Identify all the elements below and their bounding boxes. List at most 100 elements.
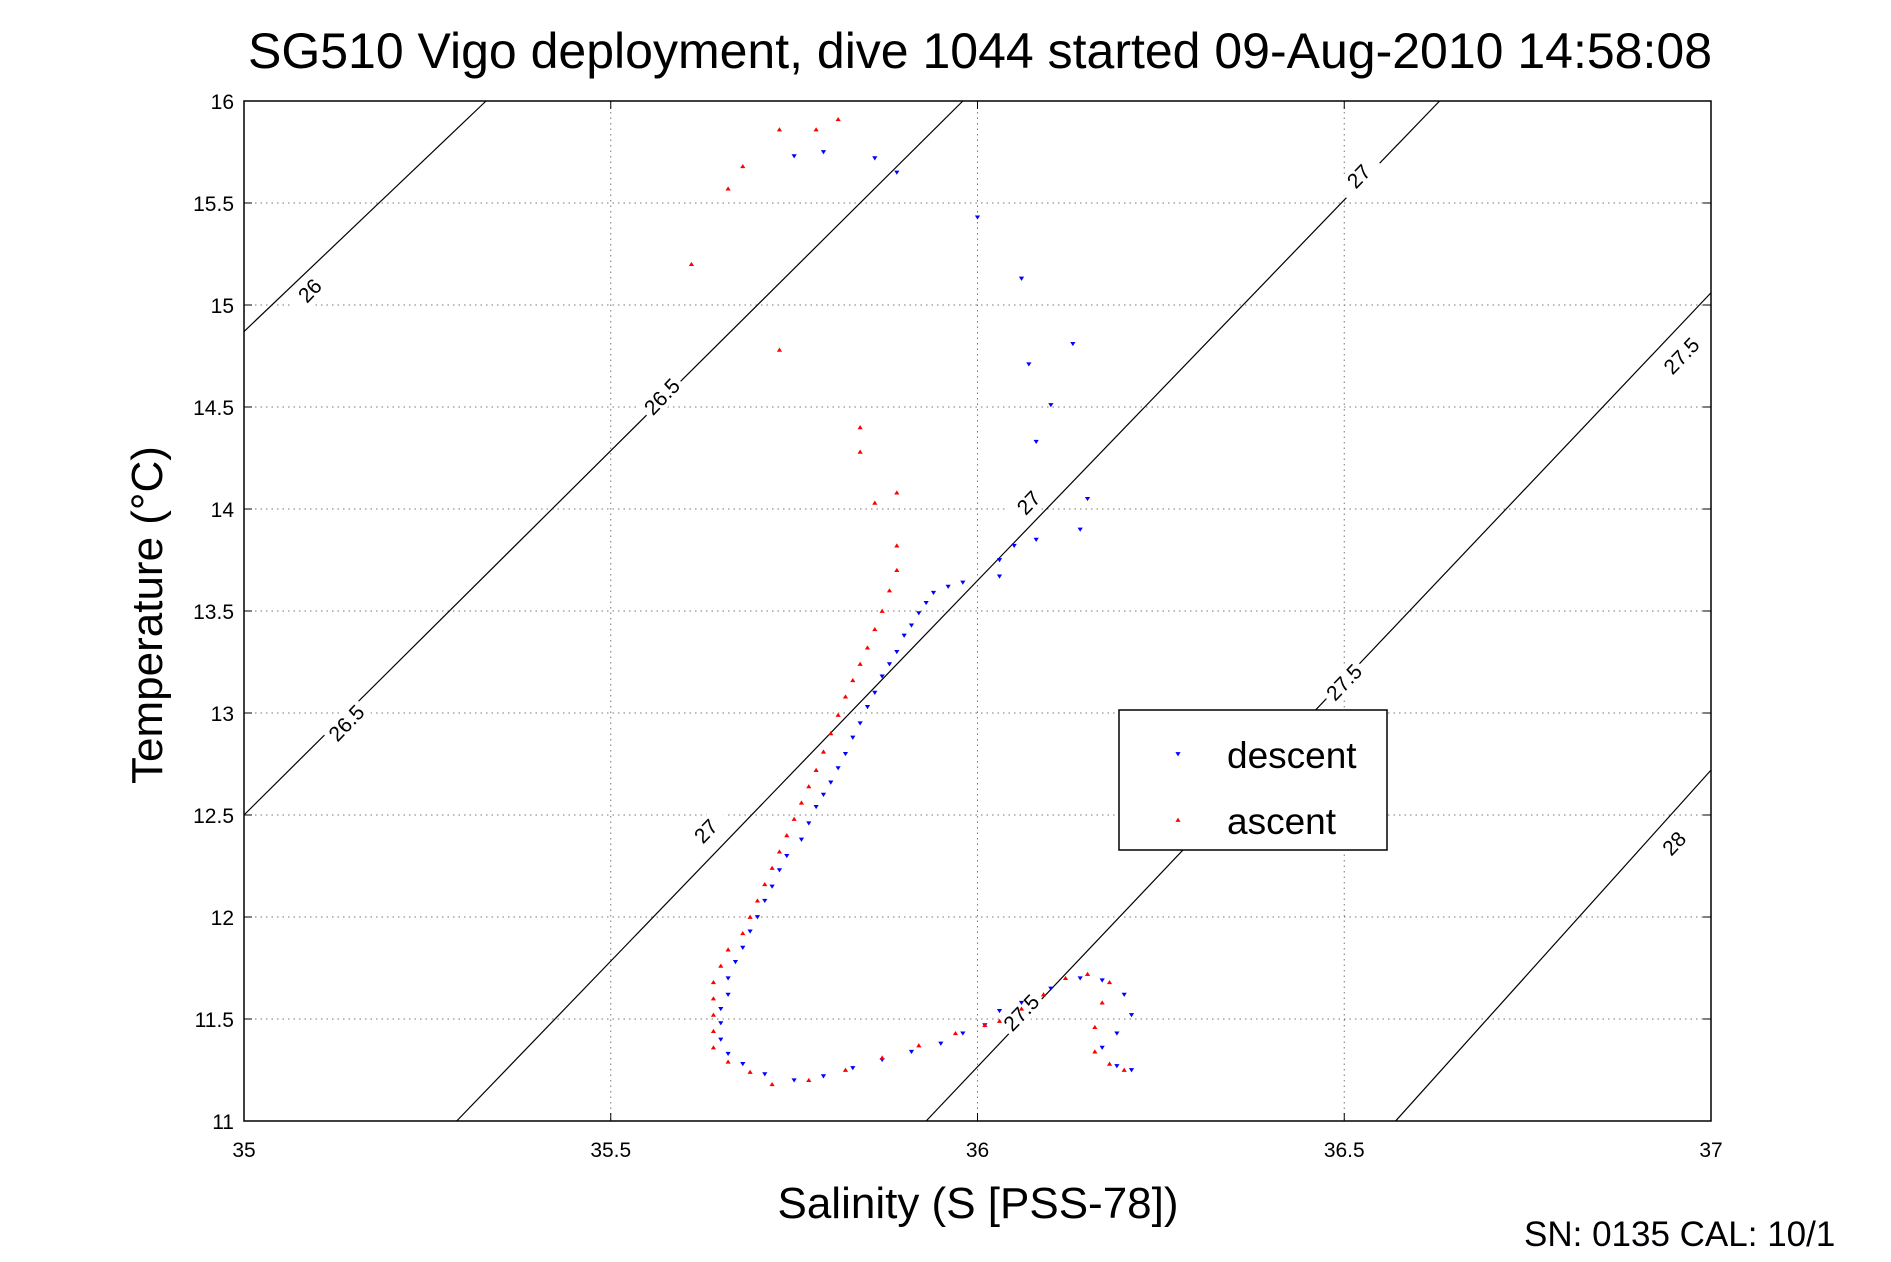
- ascent-point: [776, 127, 783, 132]
- descent-point: [762, 1072, 768, 1077]
- x-tick-label: 36: [966, 1139, 989, 1162]
- ascent-point: [813, 767, 819, 772]
- ascent-point: [1121, 1067, 1127, 1072]
- chart-title: SG510 Vigo deployment, dive 1044 started…: [248, 23, 1712, 79]
- ascent-point: [1099, 1000, 1105, 1005]
- ascent-point: [710, 1028, 717, 1034]
- ascent-point: [850, 678, 856, 683]
- descent-point: [820, 1074, 827, 1079]
- ascent-point: [842, 1067, 849, 1072]
- ascent-point: [725, 947, 731, 952]
- ascent-point: [776, 347, 783, 352]
- x-tick-labels: 35 35.5 36 36.5 37: [232, 1139, 1722, 1162]
- ascent-point: [798, 800, 805, 805]
- ascent-point: [806, 784, 812, 789]
- descent-point: [923, 601, 929, 606]
- ascent-point: [894, 490, 900, 495]
- descent-point: [725, 992, 731, 997]
- descent-point: [1099, 978, 1105, 983]
- descent-point: [850, 735, 856, 740]
- ascent-point: [872, 627, 878, 632]
- contour-label-bg: [637, 371, 687, 422]
- footer-calibration: SN: 0135 CAL: 10/1: [1524, 1215, 1835, 1254]
- x-tick-label: 35.5: [590, 1139, 631, 1162]
- ascent-point: [872, 500, 878, 505]
- contour-line-28: [1395, 769, 1712, 1122]
- legend: descent ascent: [1118, 709, 1388, 851]
- legend-label-descent: descent: [1227, 735, 1357, 776]
- ascent-point: [1106, 1061, 1113, 1066]
- ascent-point: [1062, 975, 1069, 981]
- descent-point: [732, 960, 739, 965]
- ascent-point: [725, 1059, 731, 1064]
- ascent-point: [879, 1055, 885, 1060]
- descent-point: [1084, 496, 1091, 502]
- descent-point: [725, 1051, 731, 1057]
- ascent-point: [710, 1045, 717, 1050]
- descent-point: [740, 945, 746, 950]
- descent-point: [996, 1009, 1003, 1014]
- descent-point: [864, 705, 871, 710]
- contour-label-bg: [322, 698, 372, 749]
- descent-point: [1026, 362, 1032, 367]
- ascent-point: [747, 1069, 753, 1074]
- ascent-point: [776, 849, 783, 854]
- descent-point: [1128, 1013, 1135, 1018]
- y-tick-label: 11.5: [195, 1009, 234, 1032]
- descent-point: [996, 558, 1003, 563]
- descent-point: [850, 1066, 856, 1071]
- x-tick-label: 36.5: [1324, 1139, 1365, 1162]
- descent-point: [762, 898, 768, 904]
- descent-point: [725, 976, 731, 981]
- ascent-point: [762, 882, 768, 887]
- descent-point: [820, 792, 827, 797]
- ascent-point: [886, 588, 893, 593]
- descent-point: [908, 623, 915, 628]
- y-tick-label: 15.5: [193, 193, 234, 216]
- descent-point: [1018, 276, 1025, 281]
- descent-point: [769, 884, 775, 889]
- contour-label-bg: [1657, 331, 1707, 381]
- ascent-point: [710, 979, 717, 985]
- legend-marker-ascent: [1175, 817, 1181, 822]
- descent-point: [1077, 527, 1083, 532]
- ascent-point: [710, 1012, 717, 1017]
- descent-point: [1121, 992, 1127, 997]
- ascent-point: [894, 543, 900, 548]
- ascent-point: [710, 996, 717, 1001]
- ascent-point: [813, 127, 819, 132]
- legend-box: [1118, 709, 1388, 851]
- descent-point: [872, 690, 878, 695]
- descent-point: [754, 915, 761, 920]
- ascent-point: [952, 1030, 959, 1036]
- descent-point: [1033, 439, 1039, 445]
- descent-point: [1099, 1045, 1105, 1050]
- contour-label-bg: [996, 987, 1047, 1038]
- descent-point: [916, 611, 922, 616]
- y-axis-label: Temperature (°C): [123, 446, 172, 784]
- y-tick-label: 13.5: [193, 601, 234, 624]
- descent-point: [740, 1062, 746, 1067]
- ascent-point: [835, 712, 841, 717]
- ascent-point: [688, 261, 695, 267]
- descent-point: [879, 674, 885, 679]
- y-tick-label: 16: [211, 91, 234, 114]
- y-tick-label: 11: [212, 1111, 234, 1134]
- contour-line-26-5: [243, 100, 964, 816]
- contour-label-bg: [681, 806, 731, 857]
- ascent-point: [996, 1018, 1003, 1023]
- descent-point: [718, 1037, 724, 1042]
- descent-point: [842, 751, 849, 757]
- descent-point: [872, 156, 878, 161]
- ascent-point: [769, 1081, 775, 1087]
- descent-point: [718, 1006, 724, 1012]
- descent-point: [960, 580, 966, 585]
- ascent-point: [842, 694, 849, 699]
- ascent-point: [1092, 1049, 1098, 1054]
- ascent-point: [754, 898, 761, 903]
- descent-point: [798, 837, 805, 842]
- plot-area-border: [243, 100, 1712, 1122]
